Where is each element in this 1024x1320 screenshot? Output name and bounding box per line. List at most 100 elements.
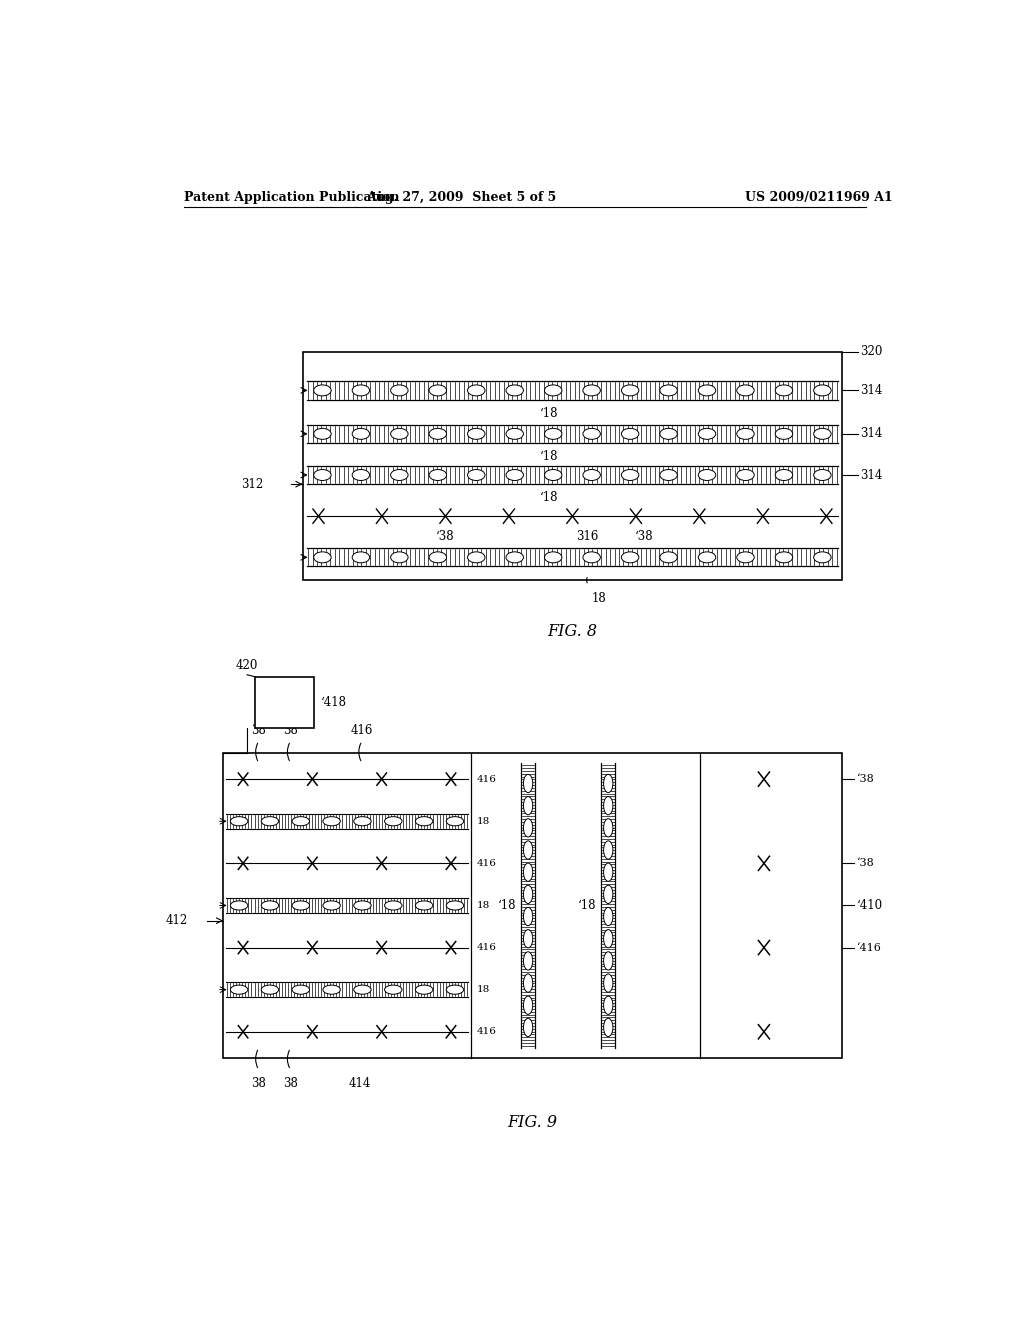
Text: FIG. 9: FIG. 9 <box>508 1114 558 1131</box>
Ellipse shape <box>261 985 279 994</box>
Ellipse shape <box>230 817 248 826</box>
Ellipse shape <box>603 796 613 814</box>
Text: ‘418: ‘418 <box>321 696 347 709</box>
Ellipse shape <box>603 1018 613 1036</box>
Text: 312: 312 <box>241 478 263 491</box>
Bar <box>306 425 839 444</box>
Ellipse shape <box>323 817 340 826</box>
Text: 18: 18 <box>476 817 489 826</box>
Ellipse shape <box>545 552 562 562</box>
Ellipse shape <box>814 429 831 440</box>
Text: 18: 18 <box>592 593 607 606</box>
Ellipse shape <box>313 470 331 480</box>
Ellipse shape <box>416 900 433 909</box>
Ellipse shape <box>506 429 523 440</box>
Ellipse shape <box>353 817 371 826</box>
Text: ‘38: ‘38 <box>856 858 874 869</box>
Text: ‘410: ‘410 <box>856 899 883 912</box>
Ellipse shape <box>603 886 613 903</box>
Text: ‘18: ‘18 <box>540 450 558 463</box>
Ellipse shape <box>603 907 613 925</box>
Ellipse shape <box>698 429 716 440</box>
Ellipse shape <box>292 817 309 826</box>
Text: 38: 38 <box>284 1077 298 1090</box>
Ellipse shape <box>603 952 613 970</box>
Ellipse shape <box>775 552 793 562</box>
Bar <box>225 982 468 998</box>
Ellipse shape <box>603 818 613 837</box>
Ellipse shape <box>390 552 409 562</box>
Ellipse shape <box>545 385 562 396</box>
Ellipse shape <box>523 863 532 882</box>
Ellipse shape <box>390 429 409 440</box>
Ellipse shape <box>506 385 523 396</box>
Ellipse shape <box>292 900 309 909</box>
Text: 416: 416 <box>476 859 497 867</box>
Text: ‘38: ‘38 <box>856 774 874 784</box>
Ellipse shape <box>429 552 446 562</box>
Text: 38: 38 <box>284 725 298 737</box>
Text: Aug. 27, 2009  Sheet 5 of 5: Aug. 27, 2009 Sheet 5 of 5 <box>367 190 556 203</box>
Ellipse shape <box>352 470 370 480</box>
Text: ‘38: ‘38 <box>436 531 455 544</box>
Ellipse shape <box>506 552 523 562</box>
Ellipse shape <box>775 470 793 480</box>
Bar <box>225 898 468 913</box>
Ellipse shape <box>468 385 485 396</box>
Ellipse shape <box>659 429 677 440</box>
Text: ‘416: ‘416 <box>856 942 882 953</box>
Ellipse shape <box>292 985 309 994</box>
Ellipse shape <box>603 863 613 882</box>
Ellipse shape <box>659 552 677 562</box>
Ellipse shape <box>506 470 523 480</box>
Ellipse shape <box>313 552 331 562</box>
Ellipse shape <box>353 900 371 909</box>
Ellipse shape <box>323 985 340 994</box>
Ellipse shape <box>814 385 831 396</box>
Ellipse shape <box>698 470 716 480</box>
Ellipse shape <box>523 818 532 837</box>
Ellipse shape <box>385 985 402 994</box>
Text: 18: 18 <box>476 902 489 909</box>
Ellipse shape <box>523 841 532 859</box>
Ellipse shape <box>385 817 402 826</box>
Ellipse shape <box>523 929 532 948</box>
Text: ‘18: ‘18 <box>578 899 596 912</box>
Ellipse shape <box>583 429 600 440</box>
Ellipse shape <box>230 985 248 994</box>
Bar <box>306 466 839 484</box>
Text: 416: 416 <box>476 942 497 952</box>
Ellipse shape <box>468 470 485 480</box>
Text: 412: 412 <box>165 915 187 927</box>
Text: 420: 420 <box>236 659 257 672</box>
Text: ‘18: ‘18 <box>540 407 558 420</box>
Ellipse shape <box>622 552 639 562</box>
Ellipse shape <box>523 775 532 792</box>
Text: ‘18: ‘18 <box>498 899 516 912</box>
Ellipse shape <box>622 429 639 440</box>
Ellipse shape <box>446 985 464 994</box>
Ellipse shape <box>446 817 464 826</box>
Ellipse shape <box>446 900 464 909</box>
Ellipse shape <box>659 470 677 480</box>
Ellipse shape <box>736 385 755 396</box>
Ellipse shape <box>603 974 613 993</box>
Ellipse shape <box>583 470 600 480</box>
Text: US 2009/0211969 A1: US 2009/0211969 A1 <box>744 190 892 203</box>
Ellipse shape <box>523 997 532 1014</box>
Text: 18: 18 <box>476 985 489 994</box>
Text: 316: 316 <box>577 531 599 544</box>
Bar <box>225 813 468 829</box>
Ellipse shape <box>523 952 532 970</box>
Ellipse shape <box>385 900 402 909</box>
Ellipse shape <box>429 429 446 440</box>
Text: 314: 314 <box>860 469 882 482</box>
Ellipse shape <box>261 900 279 909</box>
Ellipse shape <box>390 385 409 396</box>
Bar <box>303 351 842 581</box>
Ellipse shape <box>545 429 562 440</box>
Text: 416: 416 <box>351 725 374 737</box>
Ellipse shape <box>523 886 532 903</box>
Ellipse shape <box>583 385 600 396</box>
Ellipse shape <box>416 985 433 994</box>
